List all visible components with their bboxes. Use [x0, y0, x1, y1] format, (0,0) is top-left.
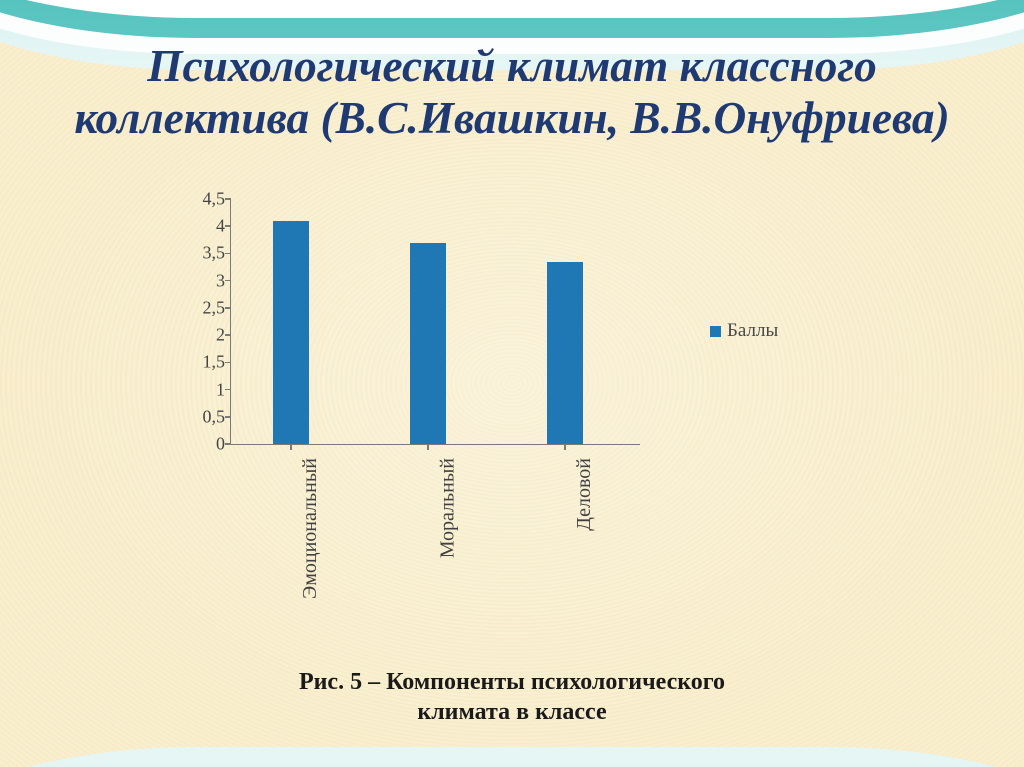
- title-line-1: Психологический климат классного: [0, 40, 1024, 92]
- bg-band-bottom: [0, 747, 1024, 767]
- xtick-mark: [290, 444, 292, 450]
- slide-title: Психологический климат классного коллект…: [0, 40, 1024, 144]
- ytick-mark: [225, 307, 231, 309]
- ytick-mark: [225, 443, 231, 445]
- xtick-mark: [564, 444, 566, 450]
- ytick-mark: [225, 253, 231, 255]
- ytick-label: 3,5: [203, 243, 226, 264]
- ytick-mark: [225, 225, 231, 227]
- legend-swatch: [710, 326, 721, 337]
- ytick-label: 3: [216, 270, 225, 291]
- ytick-label: 4: [216, 216, 225, 237]
- caption-line-1: Рис. 5 – Компоненты психологического: [0, 667, 1024, 697]
- bg-band-4: [0, 0, 1024, 18]
- ytick-mark: [225, 416, 231, 418]
- plot-area: 00,511,522,533,544,5: [230, 200, 640, 445]
- caption-line-2: климата в классе: [0, 697, 1024, 727]
- ytick-mark: [225, 334, 231, 336]
- bg-band-3: [0, 0, 1024, 38]
- bar: [410, 243, 446, 444]
- ytick-mark: [225, 198, 231, 200]
- slide: Психологический климат классного коллект…: [0, 0, 1024, 767]
- ytick-mark: [225, 389, 231, 391]
- xlabel: Деловой: [573, 458, 596, 531]
- ytick-label: 4,5: [203, 189, 226, 210]
- ytick-mark: [225, 280, 231, 282]
- ytick-label: 1: [216, 379, 225, 400]
- xtick-mark: [427, 444, 429, 450]
- ytick-label: 2,5: [203, 297, 226, 318]
- xlabel: Эмоциональный: [299, 458, 322, 599]
- legend-label: Баллы: [727, 320, 778, 342]
- ytick-label: 0: [216, 434, 225, 455]
- xlabel: Моральный: [436, 458, 459, 558]
- bar-chart: 00,511,522,533,544,5 Баллы Эмоциональный…: [170, 200, 870, 630]
- bar: [547, 262, 583, 444]
- ytick-label: 0,5: [203, 406, 226, 427]
- bar: [273, 221, 309, 444]
- legend: Баллы: [710, 320, 778, 342]
- title-line-2: коллектива (В.С.Ивашкин, В.В.Онуфриева): [0, 92, 1024, 144]
- ytick-label: 2: [216, 325, 225, 346]
- figure-caption: Рис. 5 – Компоненты психологического кли…: [0, 667, 1024, 727]
- ytick-mark: [225, 362, 231, 364]
- ytick-label: 1,5: [203, 352, 226, 373]
